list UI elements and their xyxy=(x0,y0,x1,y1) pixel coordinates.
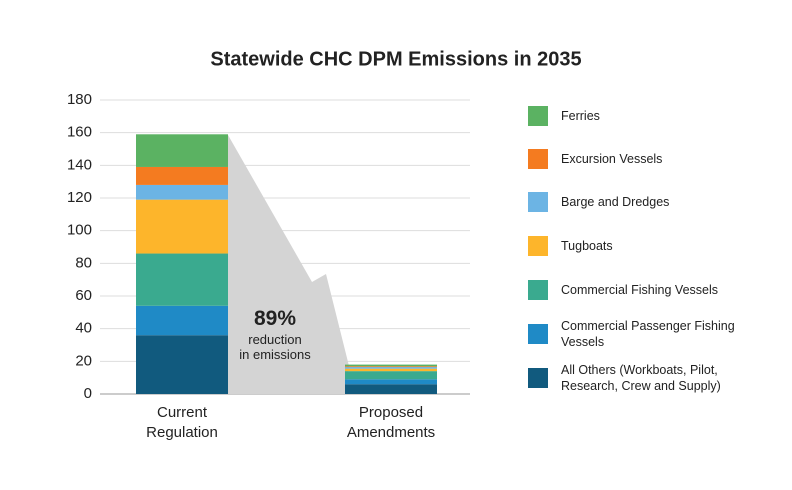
legend-swatch xyxy=(528,236,548,256)
y-tick-label: 160 xyxy=(67,124,92,141)
y-tick-label: 180 xyxy=(67,91,92,108)
legend-label: Barge and Dredges xyxy=(561,195,670,209)
legend-swatch xyxy=(528,106,548,126)
y-tick-label: 120 xyxy=(67,189,92,206)
bar-segment xyxy=(345,368,437,372)
bar-segment xyxy=(136,134,228,167)
x-tick-label: Current Regulation xyxy=(146,404,218,441)
bar-segment xyxy=(136,166,228,185)
legend-label: Excursion Vessels xyxy=(561,152,663,166)
bar-segment xyxy=(345,384,437,394)
reduction-arrow xyxy=(228,135,349,394)
legend-label: Tugboats xyxy=(561,239,613,253)
bar-segment xyxy=(345,367,437,369)
annotation-text: reduction xyxy=(248,332,302,347)
annotation-text: in emissions xyxy=(239,347,311,362)
legend-label: Commercial Passenger Fishing Vessels xyxy=(561,319,735,349)
x-tick-label: Proposed Amendments xyxy=(346,404,436,441)
legend-item: Excursion Vessels xyxy=(528,139,778,179)
bar-segment xyxy=(345,366,437,368)
legend-label: Ferries xyxy=(561,109,600,123)
legend-item: Commercial Passenger Fishing Vessels xyxy=(528,314,778,354)
legend-swatch xyxy=(528,149,548,169)
bar-segment xyxy=(136,253,228,306)
legend-swatch xyxy=(528,192,548,212)
y-tick-label: 80 xyxy=(75,254,92,271)
chart-title: Statewide CHC DPM Emissions in 2035 xyxy=(210,48,581,70)
bar-segment xyxy=(136,305,228,336)
bar-segment xyxy=(136,335,228,394)
bar-segment xyxy=(345,371,437,380)
y-tick-label: 100 xyxy=(67,222,92,239)
legend-swatch xyxy=(528,368,548,388)
bar-segment xyxy=(136,199,228,254)
annotation-value: 89% xyxy=(253,307,297,330)
bar-segment xyxy=(345,379,437,385)
legend-label: Commercial Fishing Vessels xyxy=(561,283,718,297)
legend-item: Barge and Dredges xyxy=(528,182,778,222)
legend-item: Tugboats xyxy=(528,226,778,266)
legend-swatch xyxy=(528,324,548,344)
legend-item: Commercial Fishing Vessels xyxy=(528,270,778,310)
legend-swatch xyxy=(528,280,548,300)
legend-item: All Others (Workboats, Pilot, Research, … xyxy=(528,358,778,398)
bar-segment xyxy=(136,184,228,200)
y-tick-label: 140 xyxy=(67,156,92,173)
bar-segment xyxy=(345,364,437,367)
y-tick-label: 40 xyxy=(75,320,92,337)
legend-label: All Others (Workboats, Pilot, Research, … xyxy=(561,363,721,393)
y-tick-label: 20 xyxy=(75,352,92,369)
y-tick-label: 60 xyxy=(75,287,92,304)
legend-item: Ferries xyxy=(528,96,778,136)
y-tick-label: 0 xyxy=(84,385,92,402)
